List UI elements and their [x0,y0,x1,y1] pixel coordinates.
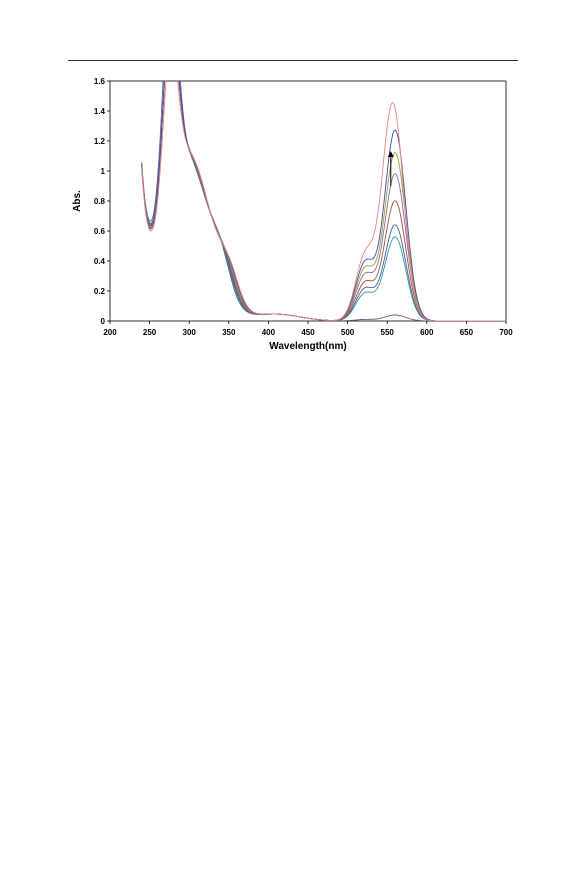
spectrum-line [141,81,506,321]
y-axis-title: Abs. [72,190,83,212]
spectrum-line [141,81,506,321]
y-tick-label: 1.2 [94,137,106,146]
spectrum-line [141,81,506,321]
plot-frame [109,80,507,322]
x-tick-label: 700 [499,328,513,337]
spectrum-line [141,81,506,321]
header-rule [68,60,518,61]
x-tick-label: 250 [143,328,157,337]
x-tick-label: 200 [103,328,117,337]
x-tick-label: 600 [420,328,434,337]
y-axis-ticks: 0 0.2 0.4 0.6 0.8 1 1.2 1.4 1.6 [94,77,110,326]
y-tick-label: 0.4 [94,257,106,266]
x-tick-label: 650 [460,328,474,337]
x-tick-label: 400 [262,328,276,337]
annotation-layer [387,151,394,186]
y-tick-label: 0.6 [94,227,106,236]
spectrum-line [141,81,506,321]
x-axis-title: Wavelength(nm) [269,341,346,352]
plot-area [109,80,507,322]
spectrum-line [141,81,506,321]
x-tick-label: 350 [222,328,236,337]
x-tick-label: 500 [341,328,355,337]
x-axis-ticks: 200 250 300 350 400 450 500 550 600 650 700 [103,321,513,337]
spectrum-line [141,81,506,321]
spectrum-line [141,81,506,321]
y-tick-label: 0 [101,317,106,326]
y-tick-label: 0.2 [94,287,106,296]
x-tick-label: 550 [381,328,395,337]
trend-arrow-head [387,151,394,157]
y-tick-label: 0.8 [94,197,106,206]
x-tick-label: 300 [183,328,197,337]
y-tick-label: 1.4 [94,107,106,116]
x-tick-label: 450 [301,328,315,337]
spectrum-curves [141,81,506,321]
y-tick-label: 1.6 [94,77,106,86]
y-tick-label: 1 [101,167,106,176]
